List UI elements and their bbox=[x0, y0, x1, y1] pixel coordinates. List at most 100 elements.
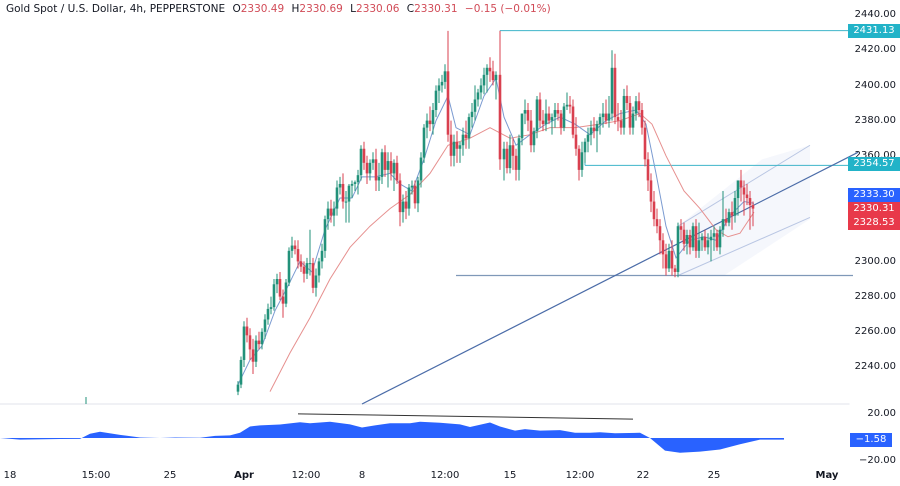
ascending-trend-line[interactable] bbox=[361, 151, 859, 405]
candle bbox=[320, 243, 324, 269]
candle-body bbox=[290, 245, 294, 251]
candle bbox=[595, 120, 599, 153]
candle bbox=[498, 30, 502, 170]
candle bbox=[380, 148, 384, 184]
candle-body bbox=[562, 106, 566, 128]
candle bbox=[329, 199, 333, 223]
candle bbox=[586, 127, 590, 153]
candle bbox=[389, 152, 393, 181]
candle bbox=[371, 152, 375, 170]
candle-body bbox=[724, 219, 728, 223]
candle bbox=[281, 289, 285, 318]
candle-body bbox=[242, 326, 246, 360]
candle bbox=[413, 180, 417, 209]
candle bbox=[311, 257, 315, 294]
candle-body bbox=[467, 117, 471, 139]
candle bbox=[362, 141, 366, 170]
divergence-line[interactable] bbox=[297, 413, 634, 420]
candle-body bbox=[479, 85, 483, 93]
candle bbox=[718, 226, 722, 255]
candle-body bbox=[398, 180, 402, 213]
candle-body bbox=[482, 74, 486, 86]
candle bbox=[739, 169, 743, 202]
candle bbox=[350, 180, 354, 199]
candle bbox=[550, 113, 554, 135]
candle bbox=[514, 148, 518, 181]
candle bbox=[434, 85, 438, 118]
candle bbox=[598, 113, 602, 135]
candle bbox=[242, 321, 246, 367]
candle-body bbox=[461, 134, 465, 146]
candle-body bbox=[401, 201, 405, 213]
candle-body bbox=[751, 205, 755, 209]
candle-body bbox=[634, 101, 638, 114]
candle bbox=[284, 279, 288, 308]
candle-body bbox=[395, 162, 399, 181]
candle-body bbox=[491, 71, 495, 81]
candle bbox=[664, 243, 668, 276]
candle bbox=[476, 88, 480, 107]
candle-body bbox=[565, 104, 569, 107]
candle-body bbox=[320, 250, 324, 262]
candle bbox=[751, 201, 755, 227]
candle bbox=[688, 229, 692, 255]
candle-body bbox=[311, 263, 315, 288]
oscillator-area bbox=[0, 421, 784, 453]
candle-body bbox=[359, 148, 363, 176]
candle bbox=[275, 273, 279, 294]
candle-body bbox=[745, 194, 749, 199]
trend-line[interactable] bbox=[361, 151, 859, 405]
candle bbox=[290, 236, 294, 258]
candle bbox=[401, 194, 405, 223]
candle-body bbox=[589, 127, 593, 135]
candle-body bbox=[485, 67, 489, 75]
time-label: 12:00 bbox=[430, 470, 460, 481]
candle bbox=[649, 173, 653, 213]
candle-body bbox=[452, 141, 456, 156]
candle bbox=[583, 138, 587, 163]
candle bbox=[404, 191, 408, 220]
candle-body bbox=[407, 187, 411, 209]
candle bbox=[437, 78, 441, 103]
candle bbox=[473, 85, 477, 121]
candle-body bbox=[661, 240, 665, 255]
candle bbox=[658, 219, 662, 255]
candle-body bbox=[658, 226, 662, 241]
candle bbox=[661, 233, 665, 269]
candle bbox=[428, 106, 432, 132]
candle-body bbox=[353, 182, 357, 184]
time-label: Apr bbox=[234, 470, 254, 481]
candle-body bbox=[329, 208, 333, 216]
candle bbox=[532, 127, 536, 153]
candle-body bbox=[260, 331, 264, 345]
candle-body bbox=[613, 67, 617, 118]
candle bbox=[667, 243, 671, 272]
candle bbox=[359, 145, 363, 181]
candle-body bbox=[317, 261, 321, 276]
candle-body bbox=[529, 120, 533, 146]
candle-body bbox=[437, 85, 441, 91]
candle bbox=[431, 103, 435, 135]
candle-body bbox=[571, 106, 575, 135]
candle-body bbox=[514, 155, 518, 170]
candle-body bbox=[664, 254, 668, 269]
candle-body bbox=[275, 279, 279, 285]
candle-body bbox=[293, 245, 297, 250]
candle bbox=[392, 159, 396, 191]
candle-body bbox=[574, 134, 578, 149]
candle bbox=[314, 268, 318, 297]
candle-body bbox=[532, 131, 536, 146]
candle bbox=[529, 110, 533, 153]
candle bbox=[353, 180, 357, 191]
candle-body bbox=[631, 113, 635, 128]
channel-lower-line[interactable] bbox=[677, 216, 811, 276]
candle bbox=[467, 113, 471, 149]
candle-body bbox=[488, 67, 492, 72]
candle bbox=[589, 120, 593, 146]
candle-body bbox=[652, 201, 656, 220]
candle bbox=[730, 201, 734, 230]
candle bbox=[520, 113, 524, 146]
candle-body bbox=[476, 92, 480, 100]
candle bbox=[565, 92, 569, 111]
